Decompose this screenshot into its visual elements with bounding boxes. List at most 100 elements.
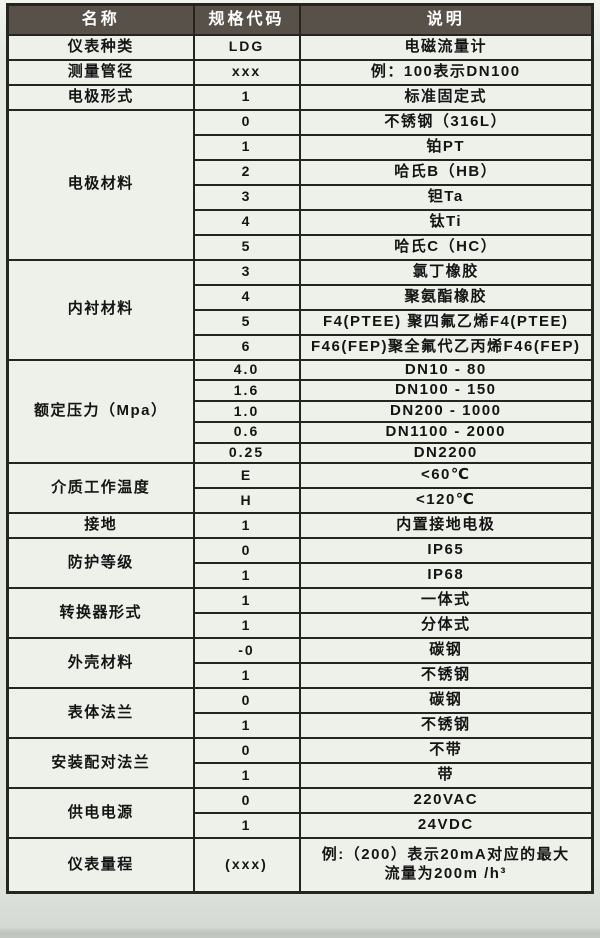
spec-code-cell: 1 xyxy=(192,762,301,790)
table-row: 1.6 DN100 - 150 xyxy=(8,379,594,402)
description-cell: 碳钢 xyxy=(298,687,594,715)
spec-code-cell: 5 xyxy=(192,233,301,261)
spec-code-cell: 0 xyxy=(192,687,301,715)
description-cell: 标准固定式 xyxy=(298,83,594,111)
table-row: 1 分体式 xyxy=(8,612,594,640)
description-cell: 不锈钢 xyxy=(298,712,594,740)
description-cell: 一体式 xyxy=(298,587,594,615)
spec-code-cell: xxx xyxy=(192,58,301,86)
spec-code-cell: 4 xyxy=(192,208,301,236)
table-row: 0.25 DN2200 xyxy=(8,441,594,465)
group-name-cell: 电极材料 xyxy=(6,108,195,261)
table-row: 1 24VDC xyxy=(8,812,594,840)
group-name-cell: 转换器形式 xyxy=(6,587,195,640)
description-cell: 聚氨酯橡胶 xyxy=(298,283,594,311)
group-name-cell: 安装配对法兰 xyxy=(6,737,195,790)
table-row: 1 铂PT xyxy=(8,133,594,161)
description-cell: 不锈钢（316L） xyxy=(298,108,594,136)
group-name-cell: 防护等级 xyxy=(6,537,195,590)
description-cell: 例：100表示DN100 xyxy=(298,58,594,86)
spec-code-cell: LDG xyxy=(192,33,301,61)
description-cell: 24VDC xyxy=(298,812,594,840)
description-cell: 氯丁橡胶 xyxy=(298,258,594,286)
table-row: 6 F46(FEP)聚全氟代乙丙烯F46(FEP) xyxy=(8,333,594,361)
table-row: 4 聚氨酯橡胶 xyxy=(8,283,594,311)
group-name-cell: 仪表量程 xyxy=(6,837,195,894)
group-name-cell: 表体法兰 xyxy=(6,687,195,740)
table-row: 表体法兰 0 碳钢 xyxy=(6,687,594,740)
table-row: 5 哈氏C（HC） xyxy=(8,233,594,261)
spec-code-cell: H xyxy=(192,487,301,515)
spec-table: 名称 规格代码 说明 仪表种类 LDG 电磁流量计 测量管径 xxx 例：100表示DN1… xyxy=(6,3,594,894)
description-cell: <60℃ xyxy=(298,462,594,490)
description-cell: 钛Ti xyxy=(298,208,594,236)
group-name-cell: 仪表种类 xyxy=(6,33,195,61)
description-cell: 铂PT xyxy=(298,133,594,161)
spec-code-cell: 0 xyxy=(192,537,301,565)
spec-table-header: 名称 规格代码 说明 xyxy=(6,3,594,36)
table-row: 4 钛Ti xyxy=(8,208,594,236)
spec-code-cell: 1 xyxy=(192,587,301,615)
group-name-cell: 接地 xyxy=(6,512,195,540)
spec-code-cell: 1 xyxy=(192,612,301,640)
spec-code-cell: 4 xyxy=(192,283,301,311)
spec-code-cell: 1.6 xyxy=(192,379,301,402)
spec-code-cell: E xyxy=(192,462,301,490)
table-row: 1 不锈钢 xyxy=(8,662,594,690)
description-cell: 例:（200）表示20mA对应的最大 流量为200m /h³ xyxy=(298,837,594,894)
group-name-cell: 测量管径 xyxy=(6,58,195,86)
description-cell: F4(PTEE) 聚四氟乙烯F4(PTEE) xyxy=(298,308,594,336)
table-row: 内衬材料 3 氯丁橡胶 xyxy=(6,258,594,361)
description-cell: 电磁流量计 xyxy=(298,33,594,61)
description-cell: IP68 xyxy=(298,562,594,590)
group-name-cell: 额定压力（Mpa） xyxy=(6,358,195,465)
table-row: 接地 1 内置接地电极 xyxy=(6,512,594,540)
table-row: 安装配对法兰 0 不带 xyxy=(6,737,594,790)
table-row: 5 F4(PTEE) 聚四氟乙烯F4(PTEE) xyxy=(8,308,594,336)
description-cell: 带 xyxy=(298,762,594,790)
description-cell: 不锈钢 xyxy=(298,662,594,690)
description-cell: F46(FEP)聚全氟代乙丙烯F46(FEP) xyxy=(298,333,594,361)
group-name-cell: 内衬材料 xyxy=(6,258,195,361)
group-name-cell: 外壳材料 xyxy=(6,637,195,690)
col-header-code: 规格代码 xyxy=(192,3,301,36)
table-row: 测量管径 xxx 例：100表示DN100 xyxy=(6,58,594,86)
spec-code-cell: 6 xyxy=(192,333,301,361)
spec-code-cell: 1 xyxy=(192,562,301,590)
table-row: 1 不锈钢 xyxy=(8,712,594,740)
header-row: 名称 规格代码 说明 xyxy=(6,3,594,36)
table-row: 转换器形式 1 一体式 xyxy=(6,587,594,640)
spec-code-cell: 1 xyxy=(192,712,301,740)
description-cell: 哈氏B（HB） xyxy=(298,158,594,186)
description-cell: 碳钢 xyxy=(298,637,594,665)
table-row: 防护等级 0 IP65 xyxy=(6,537,594,590)
description-cell: DN1100 - 2000 xyxy=(298,420,594,444)
col-header-desc: 说明 xyxy=(298,3,594,36)
spec-code-cell: 4.0 xyxy=(192,358,301,382)
description-cell: DN100 - 150 xyxy=(298,379,594,402)
description-cell: DN2200 xyxy=(298,441,594,465)
table-row: 1 IP68 xyxy=(8,562,594,590)
description-cell: 哈氏C（HC） xyxy=(298,233,594,261)
table-row: 2 哈氏B（HB） xyxy=(8,158,594,186)
spec-code-cell: -0 xyxy=(192,637,301,665)
spec-code-cell: 1 xyxy=(192,812,301,840)
group-name-cell: 介质工作温度 xyxy=(6,462,195,515)
table-row: 仪表量程 (xxx) 例:（200）表示20mA对应的最大 流量为200m /h³ xyxy=(6,837,594,894)
table-row: 供电电源 0 220VAC xyxy=(6,787,594,840)
photo-edge-strip xyxy=(0,928,600,938)
spec-code-cell: 1.0 xyxy=(192,400,301,423)
table-row: 电极材料 0 不锈钢（316L） xyxy=(6,108,594,261)
spec-code-cell: 2 xyxy=(192,158,301,186)
spec-code-cell: 0 xyxy=(192,787,301,815)
table-row: 0.6 DN1100 - 2000 xyxy=(8,420,594,444)
description-cell: 不带 xyxy=(298,737,594,765)
description-cell: <120℃ xyxy=(298,487,594,515)
group-name-cell: 电极形式 xyxy=(6,83,195,111)
spec-code-cell: 0.25 xyxy=(192,441,301,465)
col-header-name: 名称 xyxy=(6,3,195,36)
spec-code-cell: 1 xyxy=(192,133,301,161)
table-row: 电极形式 1 标准固定式 xyxy=(6,83,594,111)
spec-code-cell: 0 xyxy=(192,737,301,765)
